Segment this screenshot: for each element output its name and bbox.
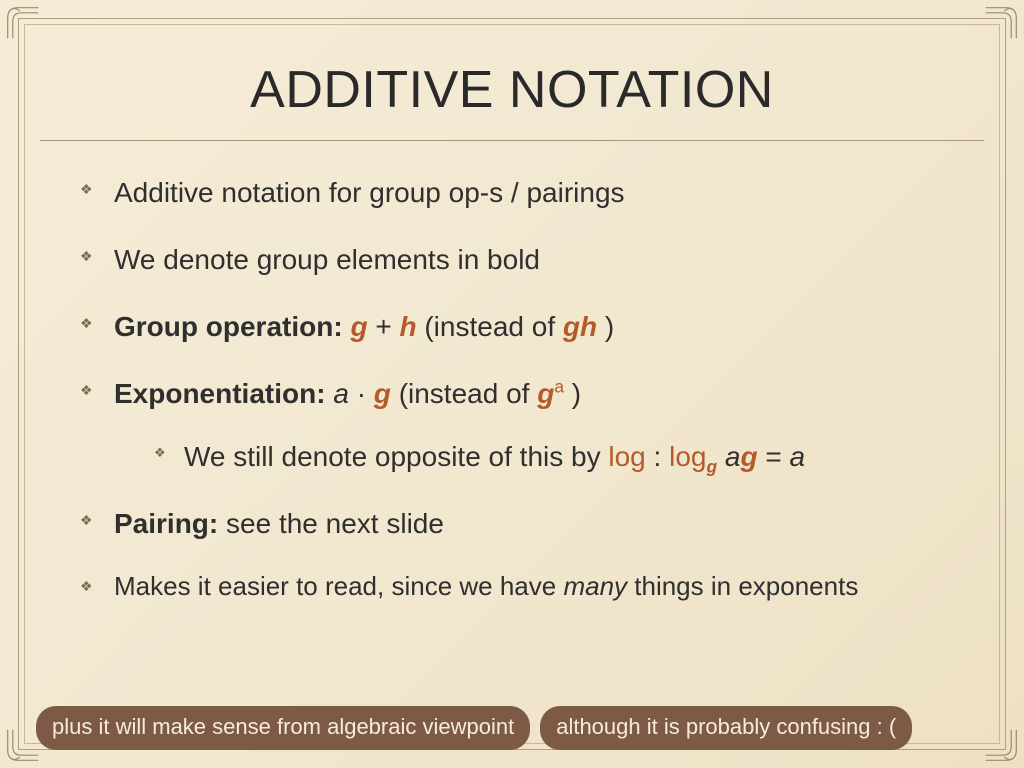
- b4s-colon: :: [654, 441, 670, 472]
- b3-open: (instead of: [424, 311, 563, 342]
- slide-root: ADDITIVE NOTATION Additive notation for …: [0, 0, 1024, 768]
- b3-label: Group operation:: [114, 311, 343, 342]
- b5-label: Pairing:: [114, 508, 218, 539]
- bullet-4: Exponentiation: a · g (instead of ga ) W…: [80, 376, 964, 474]
- b4s-log2: log: [669, 441, 706, 472]
- b4s-eq: =: [765, 441, 789, 472]
- b4s-a2: a: [789, 441, 805, 472]
- footnote-pill-2: although it is probably confusing : (: [540, 706, 912, 750]
- b4-dot: ·: [357, 378, 374, 409]
- corner-ornament-bl: [6, 728, 40, 762]
- bullet-4-sub: We still denote opposite of this by log …: [154, 439, 964, 474]
- b3-h: h: [399, 311, 416, 342]
- b6-post: things in exponents: [634, 571, 858, 601]
- b4s-a: a: [725, 441, 741, 472]
- b6-many: many: [563, 571, 627, 601]
- b6-pre: Makes it easier to read, since we have: [114, 571, 563, 601]
- content-area: ADDITIVE NOTATION Additive notation for …: [60, 60, 964, 738]
- bullet-6: Makes it easier to read, since we have m…: [80, 573, 964, 600]
- b4s-log1: log: [608, 441, 645, 472]
- bullet-1-text: Additive notation for group op-s / pairi…: [114, 177, 625, 208]
- b3-plus: +: [375, 311, 399, 342]
- b4-gsup: a: [554, 377, 564, 397]
- b4-g: g: [374, 378, 391, 409]
- b4s-g: g: [740, 441, 757, 472]
- bullet-2-text: We denote group elements in bold: [114, 244, 540, 275]
- corner-ornament-tr: [984, 6, 1018, 40]
- bullet-3: Group operation: g + h (instead of gh ): [80, 309, 964, 344]
- bullet-list: Additive notation for group op-s / pairi…: [60, 175, 964, 600]
- b4s-pre: We still denote opposite of this by: [184, 441, 608, 472]
- b4-gbase: g: [537, 378, 554, 409]
- slide-title: ADDITIVE NOTATION: [60, 60, 964, 120]
- bullet-2: We denote group elements in bold: [80, 242, 964, 277]
- corner-ornament-tl: [6, 6, 40, 40]
- title-rule: [40, 140, 984, 141]
- b4-close: ): [572, 378, 581, 409]
- b3-g: g: [350, 311, 367, 342]
- footnote-row: plus it will make sense from algebraic v…: [36, 706, 1014, 750]
- footnote-pill-1: plus it will make sense from algebraic v…: [36, 706, 530, 750]
- b3-close: ): [605, 311, 614, 342]
- b4-a: a: [333, 378, 349, 409]
- bullet-4-sublist: We still denote opposite of this by log …: [114, 439, 964, 474]
- b4s-logsub: g: [706, 457, 717, 477]
- b4-open: (instead of: [399, 378, 538, 409]
- b4-label: Exponentiation:: [114, 378, 326, 409]
- b5-rest: see the next slide: [226, 508, 444, 539]
- bullet-1: Additive notation for group op-s / pairi…: [80, 175, 964, 210]
- bullet-5: Pairing: see the next slide: [80, 506, 964, 541]
- b3-gh: gh: [563, 311, 597, 342]
